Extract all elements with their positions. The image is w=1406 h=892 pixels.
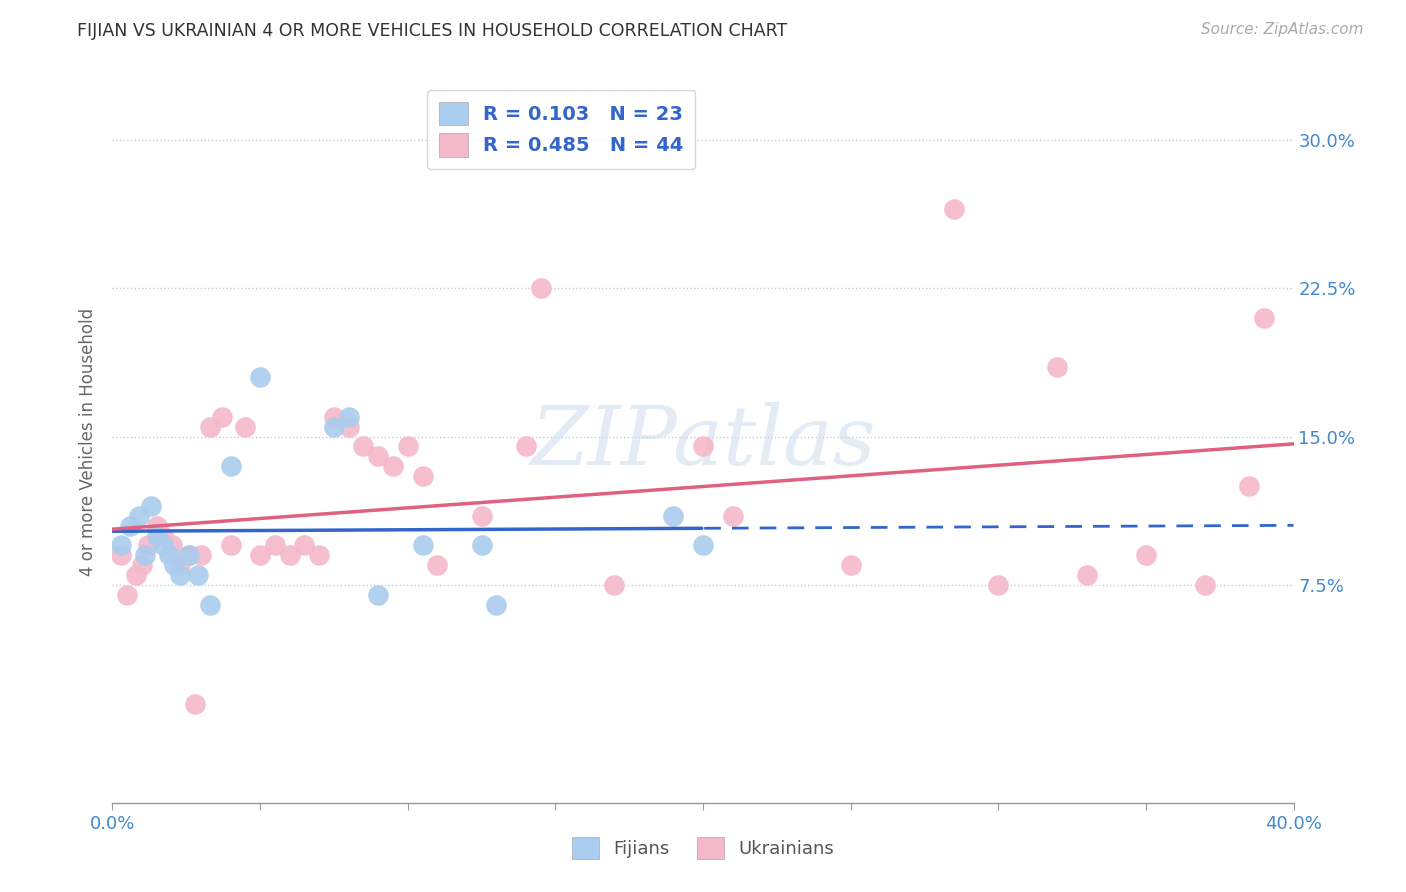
Point [179, 549, 201, 563]
Point [117, 588, 138, 602]
Point [337, 419, 360, 434]
Point [396, 440, 419, 454]
Point [470, 539, 494, 553]
Point [382, 459, 405, 474]
Point [184, 697, 207, 711]
Point [278, 549, 301, 563]
Point [146, 518, 169, 533]
Point [692, 440, 714, 454]
Point [249, 549, 271, 563]
Point [120, 518, 142, 533]
Point [692, 539, 714, 553]
Point [529, 281, 551, 295]
Point [292, 539, 315, 553]
Point [352, 440, 374, 454]
Point [179, 549, 201, 563]
Point [485, 598, 508, 612]
Text: ZIPatlas: ZIPatlas [530, 401, 876, 482]
Point [136, 539, 159, 553]
Text: Source: ZipAtlas.com: Source: ZipAtlas.com [1201, 22, 1364, 37]
Point [169, 568, 191, 582]
Point [187, 568, 209, 582]
Point [367, 588, 389, 602]
Point [942, 202, 965, 216]
Point [426, 558, 449, 573]
Legend: Fijians, Ukrainians: Fijians, Ukrainians [565, 830, 841, 866]
Point [515, 440, 537, 454]
Point [249, 370, 271, 384]
Point [134, 549, 156, 563]
Point [1046, 360, 1069, 375]
Point [987, 578, 1010, 592]
Point [152, 528, 174, 542]
Point [125, 568, 148, 582]
Point [128, 508, 150, 523]
Point [412, 539, 434, 553]
Point [1239, 479, 1261, 493]
Point [323, 419, 346, 434]
Point [264, 539, 287, 553]
Text: FIJIAN VS UKRAINIAN 4 OR MORE VEHICLES IN HOUSEHOLD CORRELATION CHART: FIJIAN VS UKRAINIAN 4 OR MORE VEHICLES I… [77, 22, 787, 40]
Point [152, 539, 174, 553]
Point [367, 450, 389, 464]
Point [308, 549, 330, 563]
Point [131, 558, 153, 573]
Point [470, 508, 494, 523]
Point [603, 578, 626, 592]
Point [233, 419, 256, 434]
Point [721, 508, 744, 523]
Point [198, 419, 221, 434]
Point [839, 558, 862, 573]
Point [146, 528, 169, 542]
Point [662, 508, 685, 523]
Point [110, 539, 132, 553]
Point [337, 409, 360, 424]
Point [190, 549, 212, 563]
Point [160, 539, 183, 553]
Point [219, 459, 242, 474]
Y-axis label: 4 or more Vehicles in Household: 4 or more Vehicles in Household [79, 308, 97, 575]
Point [1076, 568, 1098, 582]
Point [169, 558, 191, 573]
Point [157, 549, 180, 563]
Point [211, 409, 233, 424]
Point [1253, 310, 1275, 325]
Point [198, 598, 221, 612]
Point [219, 539, 242, 553]
Point [163, 558, 186, 573]
Point [110, 549, 132, 563]
Point [139, 499, 162, 513]
Point [1194, 578, 1216, 592]
Point [412, 469, 434, 483]
Point [1135, 549, 1157, 563]
Point [323, 409, 346, 424]
